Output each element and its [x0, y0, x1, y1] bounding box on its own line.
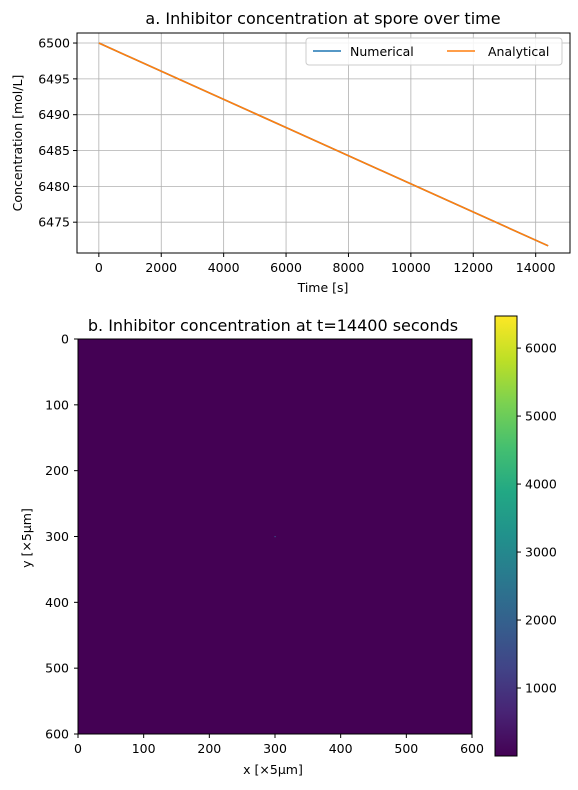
- colorbar-tick-label: 1000: [525, 681, 557, 696]
- heatmap-y-tick-label: 0: [61, 332, 69, 347]
- chart-title: a. Inhibitor concentration at spore over…: [145, 9, 500, 28]
- x-tick-label: 10000: [391, 260, 431, 275]
- x-tick-label: 8000: [333, 260, 365, 275]
- x-tick-label: 0: [95, 260, 103, 275]
- x-tick-label: 4000: [208, 260, 240, 275]
- heatmap-x-axis: 0 100 200 300 400 500 600: [74, 734, 484, 756]
- line-chart: a. Inhibitor concentration at spore over…: [10, 9, 571, 295]
- plot-frame: [76, 32, 571, 254]
- legend-label-analytical: Analytical: [488, 44, 549, 59]
- heatmap-x-axis-label: x [×5μm]: [243, 762, 303, 777]
- x-tick-label: 2000: [145, 260, 177, 275]
- heatmap-x-tick-label: 200: [197, 741, 221, 756]
- heatmap-y-axis: 0 100 200 300 400 500 600: [45, 332, 78, 742]
- y-tick-label: 6500: [38, 36, 70, 51]
- heatmap-x-tick-label: 400: [329, 741, 353, 756]
- heatmap-y-axis-label: y [×5μm]: [19, 508, 34, 568]
- heatmap-y-tick-label: 400: [45, 595, 69, 610]
- legend: Numerical Analytical: [305, 37, 563, 66]
- colorbar-axis: 1000 2000 3000 4000 5000 6000: [517, 341, 557, 696]
- legend-label-numerical: Numerical: [350, 44, 414, 59]
- colorbar: 1000 2000 3000 4000 5000 6000: [494, 315, 557, 757]
- legend-box: [305, 37, 563, 66]
- colorbar-tick-label: 4000: [525, 477, 557, 492]
- colorbar-gradient: [494, 315, 518, 757]
- y-axis: 6475 6480 6485 6490 6495 6500: [38, 36, 77, 230]
- series-line-analytical: [98, 42, 549, 247]
- heatmap-x-tick-label: 100: [132, 741, 156, 756]
- x-tick-label: 14000: [516, 260, 556, 275]
- y-tick-label: 6480: [38, 179, 70, 194]
- colorbar-tick-label: 6000: [525, 341, 557, 356]
- x-tick-label: 6000: [270, 260, 302, 275]
- x-axis-label: Time [s]: [297, 280, 349, 295]
- colorbar-tick-label: 2000: [525, 613, 557, 628]
- heatmap-y-tick-label: 300: [45, 529, 69, 544]
- x-axis: 0 2000 4000 6000 8000 10000 12000 14000: [95, 253, 556, 275]
- y-axis-label: Concentration [mol/L]: [10, 75, 25, 212]
- heatmap-y-tick-label: 100: [45, 397, 69, 412]
- heatmap-peak-cell: [274, 536, 276, 538]
- heatmap-y-tick-label: 200: [45, 463, 69, 478]
- colorbar-tick-label: 5000: [525, 409, 557, 424]
- y-tick-label: 6485: [38, 143, 70, 158]
- y-tick-label: 6495: [38, 71, 70, 86]
- series-lines: [98, 42, 549, 247]
- y-tick-label: 6475: [38, 215, 70, 230]
- y-tick-label: 6490: [38, 107, 70, 122]
- heatmap-x-tick-label: 300: [263, 741, 287, 756]
- heatmap-x-tick-label: 0: [74, 741, 82, 756]
- heatmap-x-tick-label: 500: [394, 741, 418, 756]
- heatmap-chart: b. Inhibitor concentration at t=14400 se…: [19, 315, 557, 777]
- x-tick-label: 12000: [453, 260, 493, 275]
- colorbar-tick-label: 3000: [525, 545, 557, 560]
- heatmap-y-tick-label: 600: [45, 727, 69, 742]
- heatmap-title: b. Inhibitor concentration at t=14400 se…: [88, 316, 458, 335]
- heatmap-x-tick-label: 600: [460, 741, 484, 756]
- heatmap-y-tick-label: 500: [45, 661, 69, 676]
